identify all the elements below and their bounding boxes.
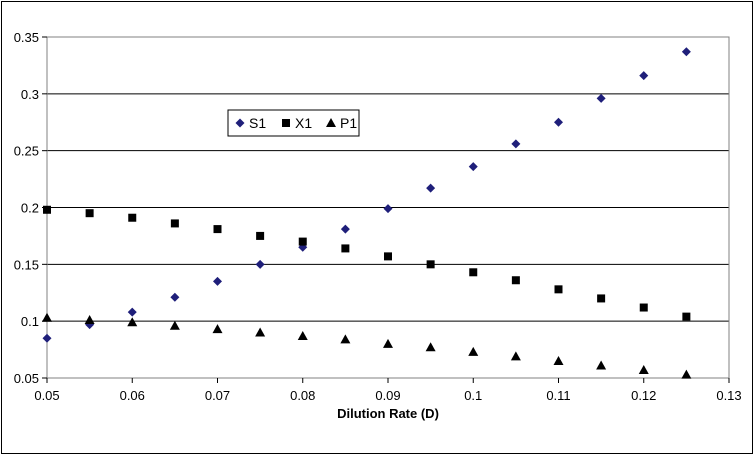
data-point-P1 bbox=[596, 360, 607, 370]
data-point-P1 bbox=[212, 324, 223, 334]
data-point-P1 bbox=[425, 342, 436, 352]
data-point-S1 bbox=[255, 259, 265, 269]
data-point-P1 bbox=[42, 312, 52, 322]
data-point-S1 bbox=[596, 93, 606, 103]
y-tick-label: 0.1 bbox=[21, 314, 39, 329]
data-point-S1 bbox=[127, 307, 137, 317]
data-point-X1 bbox=[426, 260, 435, 269]
data-point-X1 bbox=[682, 312, 691, 321]
legend: S1 X1 P1 bbox=[227, 109, 360, 137]
data-point-S1 bbox=[383, 204, 393, 214]
x-axis: 0.05 0.06 0.07 0.08 0.09 0.1 0.11 0.12 0.13 bbox=[34, 378, 742, 403]
x-tick-label: 0.09 bbox=[375, 388, 400, 403]
legend-marker-X1 bbox=[282, 119, 290, 127]
x-tick-label: 0.12 bbox=[631, 388, 656, 403]
data-point-P1 bbox=[468, 346, 479, 356]
legend-marker-S1 bbox=[235, 118, 245, 128]
data-point-S1 bbox=[42, 333, 52, 343]
data-point-P1 bbox=[127, 317, 138, 327]
x-tick-label: 0.08 bbox=[290, 388, 315, 403]
series-S1 bbox=[42, 47, 691, 343]
data-point-P1 bbox=[297, 330, 308, 340]
data-point-X1 bbox=[128, 213, 137, 222]
data-point-P1 bbox=[553, 355, 564, 365]
data-point-X1 bbox=[213, 225, 222, 234]
data-point-X1 bbox=[384, 252, 392, 261]
data-point-P1 bbox=[169, 320, 180, 330]
data-point-P1 bbox=[681, 369, 692, 379]
y-tick-label: 0.25 bbox=[14, 144, 39, 159]
series-P1 bbox=[42, 312, 692, 379]
data-point-X1 bbox=[341, 244, 350, 253]
data-point-P1 bbox=[340, 334, 351, 344]
y-tick-label: 0.3 bbox=[21, 87, 39, 102]
legend-label-X1: X1 bbox=[295, 115, 312, 131]
grid-lines bbox=[47, 93, 729, 322]
data-point-P1 bbox=[638, 365, 649, 375]
data-point-P1 bbox=[510, 351, 521, 361]
legend-label-S1: S1 bbox=[249, 115, 266, 131]
x-tick-label: 0.05 bbox=[34, 388, 59, 403]
x-axis-title: Dilution Rate (D) bbox=[337, 406, 439, 421]
data-point-X1 bbox=[511, 276, 520, 285]
data-point-S1 bbox=[340, 224, 350, 234]
series-X1 bbox=[43, 205, 691, 321]
y-tick-label: 0.2 bbox=[21, 201, 39, 216]
data-point-X1 bbox=[43, 205, 51, 214]
y-tick-label: 0.15 bbox=[14, 257, 39, 272]
data-point-P1 bbox=[84, 315, 95, 325]
y-tick-label: 0.35 bbox=[14, 30, 39, 45]
legend-marker-P1 bbox=[326, 118, 336, 127]
data-point-X1 bbox=[554, 285, 563, 294]
data-point-S1 bbox=[511, 139, 521, 149]
data-point-S1 bbox=[170, 292, 180, 302]
y-tick-label: 0.05 bbox=[14, 371, 39, 386]
data-point-X1 bbox=[469, 268, 478, 277]
x-tick-label: 0.07 bbox=[205, 388, 230, 403]
data-point-S1 bbox=[639, 71, 649, 81]
data-point-X1 bbox=[597, 294, 606, 303]
x-tick-label: 0.1 bbox=[464, 388, 482, 403]
x-tick-label: 0.11 bbox=[546, 388, 570, 403]
data-point-S1 bbox=[213, 276, 222, 286]
data-point-X1 bbox=[170, 219, 179, 228]
data-point-X1 bbox=[298, 237, 307, 246]
y-axis: 0.05 0.1 0.15 0.2 0.25 0.3 0.35 bbox=[14, 30, 47, 386]
legend-label-P1: P1 bbox=[340, 115, 357, 131]
data-point-X1 bbox=[256, 231, 265, 240]
data-point-X1 bbox=[639, 303, 648, 312]
x-tick-label: 0.13 bbox=[716, 388, 741, 403]
x-tick-label: 0.06 bbox=[120, 388, 145, 403]
data-point-S1 bbox=[426, 183, 436, 193]
legend-box bbox=[227, 109, 360, 137]
data-point-S1 bbox=[468, 162, 478, 172]
data-point-S1 bbox=[681, 47, 691, 57]
data-marks bbox=[42, 47, 692, 379]
data-point-P1 bbox=[255, 327, 266, 337]
data-point-X1 bbox=[85, 209, 94, 218]
data-point-S1 bbox=[554, 117, 563, 127]
data-point-P1 bbox=[383, 338, 393, 348]
